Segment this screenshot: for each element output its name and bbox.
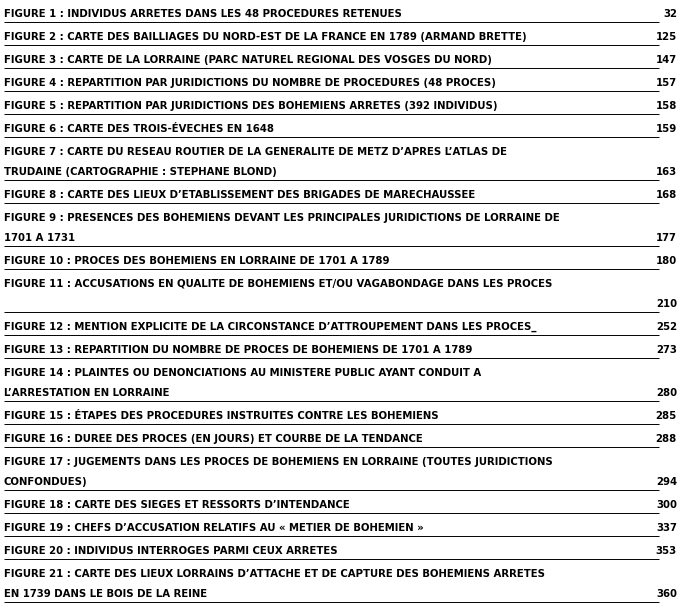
Text: FIGURE 16 : DUREE DES PROCES (EN JOURS) ET COURBE DE LA TENDANCE: FIGURE 16 : DUREE DES PROCES (EN JOURS) …	[4, 434, 423, 444]
Text: FIGURE 5 : REPARTITION PAR JURIDICTIONS DES BOHEMIENS ARRETES (392 INDIVIDUS): FIGURE 5 : REPARTITION PAR JURIDICTIONS …	[4, 101, 498, 111]
Text: 288: 288	[656, 434, 677, 444]
Text: EN 1739 DANS LE BOIS DE LA REINE: EN 1739 DANS LE BOIS DE LA REINE	[4, 589, 207, 599]
Text: FIGURE 13 : REPARTITION DU NOMBRE DE PROCES DE BOHEMIENS DE 1701 A 1789: FIGURE 13 : REPARTITION DU NOMBRE DE PRO…	[4, 345, 473, 355]
Text: 273: 273	[656, 345, 677, 355]
Text: 157: 157	[656, 78, 677, 88]
Text: 163: 163	[656, 167, 677, 177]
Text: 147: 147	[656, 55, 677, 65]
Text: 168: 168	[656, 190, 677, 200]
Text: L’ARRESTATION EN LORRAINE: L’ARRESTATION EN LORRAINE	[4, 388, 170, 398]
Text: 177: 177	[656, 233, 677, 243]
Text: FIGURE 18 : CARTE DES SIEGES ET RESSORTS D’INTENDANCE: FIGURE 18 : CARTE DES SIEGES ET RESSORTS…	[4, 500, 350, 510]
Text: FIGURE 2 : CARTE DES BAILLIAGES DU NORD-EST DE LA FRANCE EN 1789 (ARMAND BRETTE): FIGURE 2 : CARTE DES BAILLIAGES DU NORD-…	[4, 32, 526, 42]
Text: FIGURE 20 : INDIVIDUS INTERROGES PARMI CEUX ARRETES: FIGURE 20 : INDIVIDUS INTERROGES PARMI C…	[4, 546, 338, 556]
Text: 158: 158	[656, 101, 677, 111]
Text: FIGURE 4 : REPARTITION PAR JURIDICTIONS DU NOMBRE DE PROCEDURES (48 PROCES): FIGURE 4 : REPARTITION PAR JURIDICTIONS …	[4, 78, 496, 88]
Text: 210: 210	[656, 299, 677, 309]
Text: 280: 280	[656, 388, 677, 398]
Text: 1701 A 1731: 1701 A 1731	[4, 233, 75, 243]
Text: FIGURE 9 : PRESENCES DES BOHEMIENS DEVANT LES PRINCIPALES JURIDICTIONS DE LORRAI: FIGURE 9 : PRESENCES DES BOHEMIENS DEVAN…	[4, 213, 560, 223]
Text: 180: 180	[656, 256, 677, 266]
Text: 353: 353	[656, 546, 677, 556]
Text: FIGURE 1 : INDIVIDUS ARRETES DANS LES 48 PROCEDURES RETENUES: FIGURE 1 : INDIVIDUS ARRETES DANS LES 48…	[4, 9, 402, 19]
Text: 337: 337	[656, 523, 677, 533]
Text: FIGURE 21 : CARTE DES LIEUX LORRAINS D’ATTACHE ET DE CAPTURE DES BOHEMIENS ARRET: FIGURE 21 : CARTE DES LIEUX LORRAINS D’A…	[4, 569, 545, 579]
Text: 294: 294	[656, 477, 677, 487]
Text: FIGURE 6 : CARTE DES TROIS-ÉVECHES EN 1648: FIGURE 6 : CARTE DES TROIS-ÉVECHES EN 16…	[4, 124, 274, 134]
Text: FIGURE 14 : PLAINTES OU DENONCIATIONS AU MINISTERE PUBLIC AYANT CONDUIT A: FIGURE 14 : PLAINTES OU DENONCIATIONS AU…	[4, 368, 481, 378]
Text: 300: 300	[656, 500, 677, 510]
Text: 285: 285	[656, 411, 677, 421]
Text: FIGURE 3 : CARTE DE LA LORRAINE (PARC NATUREL REGIONAL DES VOSGES DU NORD): FIGURE 3 : CARTE DE LA LORRAINE (PARC NA…	[4, 55, 492, 65]
Text: FIGURE 7 : CARTE DU RESEAU ROUTIER DE LA GENERALITE DE METZ D’APRES L’ATLAS DE: FIGURE 7 : CARTE DU RESEAU ROUTIER DE LA…	[4, 147, 507, 157]
Text: 252: 252	[656, 322, 677, 332]
Text: 125: 125	[656, 32, 677, 42]
Text: FIGURE 12 : MENTION EXPLICITE DE LA CIRCONSTANCE D’ATTROUPEMENT DANS LES PROCES_: FIGURE 12 : MENTION EXPLICITE DE LA CIRC…	[4, 322, 537, 332]
Text: 32: 32	[663, 9, 677, 19]
Text: FIGURE 10 : PROCES DES BOHEMIENS EN LORRAINE DE 1701 A 1789: FIGURE 10 : PROCES DES BOHEMIENS EN LORR…	[4, 256, 390, 266]
Text: TRUDAINE (CARTOGRAPHIE : STEPHANE BLOND): TRUDAINE (CARTOGRAPHIE : STEPHANE BLOND)	[4, 167, 276, 177]
Text: FIGURE 17 : JUGEMENTS DANS LES PROCES DE BOHEMIENS EN LORRAINE (TOUTES JURIDICTI: FIGURE 17 : JUGEMENTS DANS LES PROCES DE…	[4, 457, 553, 467]
Text: CONFONDUES): CONFONDUES)	[4, 477, 88, 487]
Text: 159: 159	[656, 124, 677, 134]
Text: 360: 360	[656, 589, 677, 599]
Text: FIGURE 11 : ACCUSATIONS EN QUALITE DE BOHEMIENS ET/OU VAGABONDAGE DANS LES PROCE: FIGURE 11 : ACCUSATIONS EN QUALITE DE BO…	[4, 279, 552, 289]
Text: FIGURE 19 : CHEFS D’ACCUSATION RELATIFS AU « METIER DE BOHEMIEN »: FIGURE 19 : CHEFS D’ACCUSATION RELATIFS …	[4, 523, 424, 533]
Text: FIGURE 15 : ÉTAPES DES PROCEDURES INSTRUITES CONTRE LES BOHEMIENS: FIGURE 15 : ÉTAPES DES PROCEDURES INSTRU…	[4, 411, 439, 421]
Text: FIGURE 8 : CARTE DES LIEUX D’ETABLISSEMENT DES BRIGADES DE MARECHAUSSEE: FIGURE 8 : CARTE DES LIEUX D’ETABLISSEME…	[4, 190, 475, 200]
